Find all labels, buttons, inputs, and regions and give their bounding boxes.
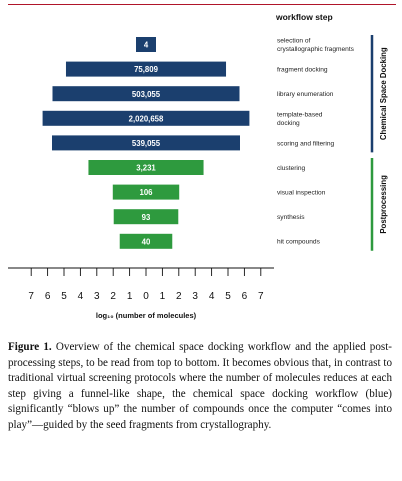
bar-6 <box>88 160 204 175</box>
bar-value-label: 75,809 <box>134 65 159 74</box>
x-tick-label: 6 <box>242 291 248 302</box>
x-tick-label: 5 <box>61 291 67 302</box>
bars-layer: 4 75,809 503,055 2,020,658 539,055 3,231 106 93… <box>42 37 250 249</box>
bar-3 <box>52 86 240 102</box>
bar-value-label: 2,020,658 <box>129 114 164 123</box>
x-tick-label: 2 <box>110 291 116 302</box>
x-tick-label: 2 <box>176 291 182 302</box>
step-label: library enumeration <box>277 91 334 98</box>
bar-5 <box>52 135 240 151</box>
bar-value-label: 503,055 <box>132 90 161 99</box>
step-label: fragment docking <box>277 67 328 74</box>
step-label: clustering <box>277 165 306 172</box>
caption-text: Overview of the chemical space docking w… <box>8 341 392 431</box>
x-tick-label: 1 <box>127 291 133 302</box>
group-brackets-layer: Chemical Space Docking Postprocessing <box>370 35 388 251</box>
step-label: visual inspection <box>277 190 326 197</box>
bar-value-label: 40 <box>142 237 151 246</box>
x-tick-label: 4 <box>78 291 84 302</box>
step-label: scoring and filtering <box>277 140 335 147</box>
x-axis-label: log₁₀ (number of molecules) <box>96 311 197 320</box>
step-label: template-based <box>277 111 323 118</box>
bar-value-label: 4 <box>144 41 149 50</box>
step-column-header: workflow step <box>275 12 333 22</box>
x-tick-label: 7 <box>28 291 34 302</box>
top-rule <box>8 4 396 5</box>
bar-8 <box>113 209 179 225</box>
x-tick-label: 5 <box>225 291 231 302</box>
bar-value-label: 93 <box>142 213 151 222</box>
x-tick-label: 3 <box>94 291 100 302</box>
bar-1 <box>136 37 156 52</box>
step-label: synthesis <box>277 214 305 221</box>
step-label: docking <box>277 120 300 127</box>
step-label: crystallographic fragments <box>277 46 355 53</box>
group-label: Chemical Space Docking <box>379 47 388 140</box>
step-label: hit compounds <box>277 239 321 246</box>
x-tick-label: 3 <box>192 291 198 302</box>
workflow-chart: 475,809503,0552,020,658539,0553,23110693… <box>8 12 388 320</box>
x-tick-label: 7 <box>258 291 264 302</box>
figure-caption: Figure 1. Overview of the chemical space… <box>8 340 392 434</box>
x-tick-label: 0 <box>143 291 149 302</box>
bar-7 <box>112 184 180 200</box>
bar-2 <box>65 61 227 77</box>
x-tick-label: 4 <box>209 291 215 302</box>
x-tick-label: 1 <box>160 291 166 302</box>
step-label: selection of <box>277 38 311 45</box>
caption-label: Figure 1. <box>8 341 52 353</box>
x-tick-label: 6 <box>45 291 51 302</box>
bar-value-label: 106 <box>139 188 153 197</box>
bar-value-label: 539,055 <box>132 139 161 148</box>
bar-value-label: 3,231 <box>136 164 156 173</box>
bar-4 <box>42 110 250 126</box>
group-label: Postprocessing <box>379 175 388 234</box>
bar-9 <box>119 233 173 249</box>
